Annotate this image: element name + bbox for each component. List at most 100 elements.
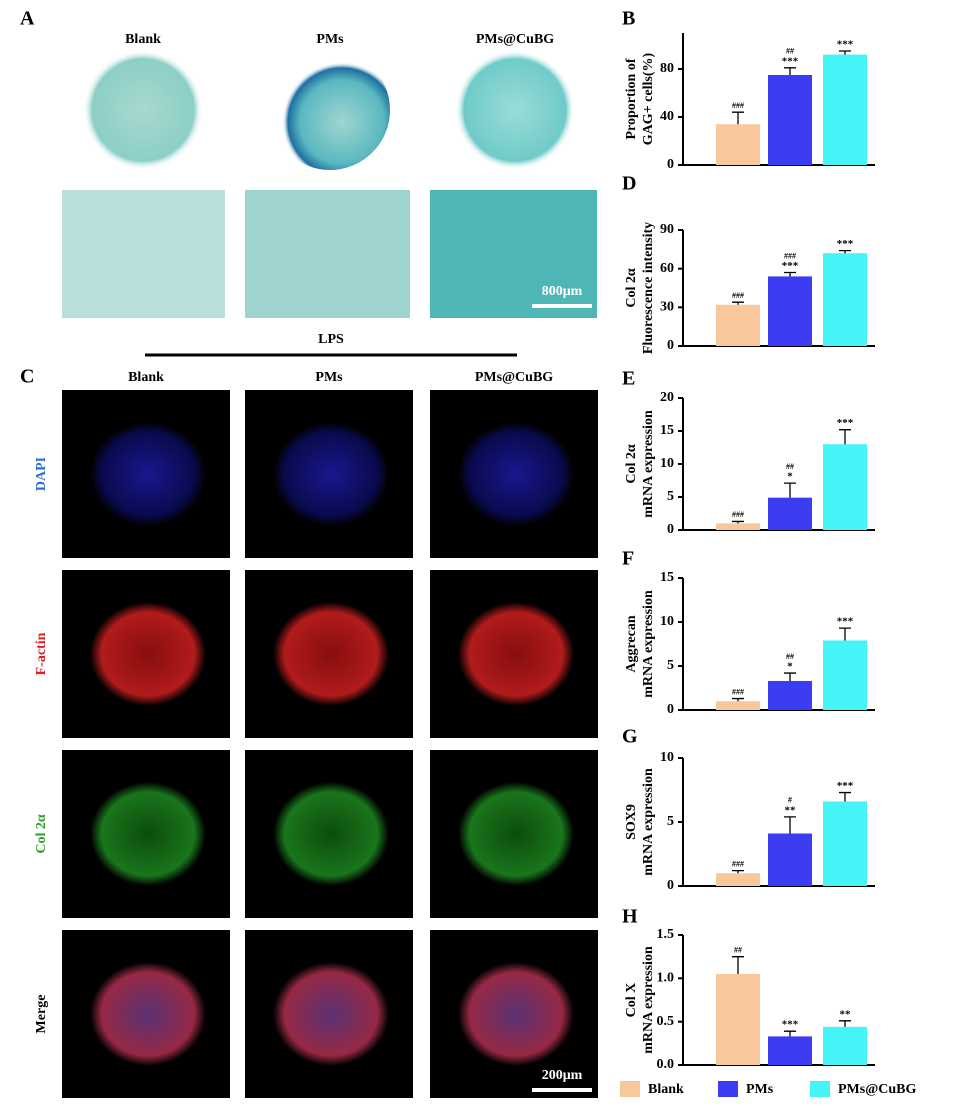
significance: *** — [837, 39, 854, 51]
significance: *** — [782, 260, 799, 272]
error-bar — [839, 1020, 851, 1027]
legend-swatch — [810, 1081, 830, 1097]
error-bar — [732, 869, 744, 874]
significance: # — [788, 796, 792, 805]
y-tick-label: 5 — [667, 658, 674, 673]
panel-label: G — [622, 726, 638, 748]
stain-image — [245, 190, 410, 318]
bar — [716, 701, 760, 710]
y-axis-label: mRNA expression — [641, 768, 656, 876]
row-label: F-actin — [34, 632, 49, 675]
panel-label: H — [622, 906, 638, 928]
row-label: Col 2α — [34, 814, 49, 854]
y-tick-label: 80 — [660, 61, 674, 76]
significance: *** — [782, 55, 799, 67]
significance: ## — [734, 945, 742, 954]
error-bar — [784, 67, 796, 75]
y-tick-label: 0.0 — [657, 1057, 675, 1072]
error-bar — [732, 301, 744, 305]
column-title: PMs@CuBG — [475, 370, 553, 385]
panel-label: F — [622, 548, 634, 570]
y-tick-label: 10 — [660, 614, 674, 629]
significance: *** — [782, 1019, 799, 1031]
panel-label: A — [20, 8, 35, 30]
error-bar — [784, 1030, 796, 1037]
error-bar — [732, 956, 744, 974]
bar — [823, 444, 867, 530]
bar — [768, 1036, 812, 1065]
significance: *** — [837, 616, 854, 628]
cell-spheroid — [458, 962, 574, 1066]
error-bar — [839, 50, 851, 55]
bar — [716, 124, 760, 165]
cell-spheroid — [90, 962, 206, 1066]
stain-image — [430, 190, 597, 318]
row-label: Merge — [34, 995, 49, 1034]
y-axis-label: Col 2α — [624, 444, 639, 484]
y-axis-label: Aggrecan — [624, 615, 639, 672]
stain-image — [62, 190, 225, 318]
column-title: PMs@CuBG — [476, 32, 554, 47]
y-tick-label: 1.5 — [657, 927, 675, 942]
significance: * — [787, 661, 793, 673]
error-bar — [784, 672, 796, 681]
y-tick-label: 0 — [667, 522, 674, 537]
y-tick-label: 5 — [667, 489, 674, 504]
bar — [716, 873, 760, 886]
error-bar — [839, 249, 851, 254]
panel-label: D — [622, 173, 636, 195]
y-tick-label: 40 — [660, 109, 674, 124]
y-tick-label: 30 — [660, 300, 674, 315]
y-axis-label: mRNA expression — [641, 946, 656, 1054]
bar — [716, 523, 760, 530]
bar — [768, 680, 812, 710]
significance: * — [787, 471, 793, 483]
column-title: PMs — [316, 32, 344, 47]
significance: ## — [786, 462, 794, 471]
error-bar — [839, 429, 851, 445]
bar — [768, 276, 812, 346]
cell-spheroid — [458, 782, 574, 886]
significance: ## — [786, 47, 794, 56]
cell-spheroid — [90, 602, 206, 706]
y-axis-label: Proportion of — [624, 58, 639, 139]
cell-spheroid — [458, 422, 574, 526]
scale-bar-label: 800μm — [542, 284, 583, 299]
cell-spheroid — [458, 602, 574, 706]
y-tick-label: 15 — [660, 570, 674, 585]
row-label: DAPI — [34, 457, 49, 491]
significance: ### — [732, 859, 744, 868]
y-tick-label: 0 — [667, 338, 674, 353]
column-title: Blank — [125, 32, 161, 47]
y-axis-label: Col 2α — [624, 268, 639, 308]
well-image — [270, 50, 390, 170]
significance: ** — [840, 1008, 852, 1020]
scale-bar-label: 200μm — [542, 1068, 583, 1083]
legend-label: Blank — [648, 1082, 684, 1097]
y-tick-label: 60 — [660, 261, 674, 276]
bar — [823, 253, 867, 346]
error-bar — [784, 816, 796, 834]
y-tick-label: 90 — [660, 222, 674, 237]
bar — [823, 1026, 867, 1065]
bar — [768, 833, 812, 886]
y-tick-label: 0.5 — [657, 1014, 675, 1029]
cell-spheroid — [273, 602, 389, 706]
well-image — [455, 50, 575, 170]
y-axis-label: GAG+ cells(%) — [641, 52, 656, 145]
y-tick-label: 15 — [660, 423, 674, 438]
condition-label: LPS — [318, 332, 344, 347]
y-axis-label: mRNA expression — [641, 590, 656, 698]
panel-label: B — [622, 8, 635, 30]
cell-spheroid — [90, 422, 206, 526]
bar — [823, 801, 867, 886]
legend-label: PMs@CuBG — [838, 1082, 916, 1097]
y-tick-label: 0 — [667, 157, 674, 172]
bar — [768, 75, 812, 165]
significance: ** — [785, 804, 797, 816]
bar — [823, 640, 867, 710]
error-bar — [732, 520, 744, 524]
error-bar — [784, 271, 796, 277]
